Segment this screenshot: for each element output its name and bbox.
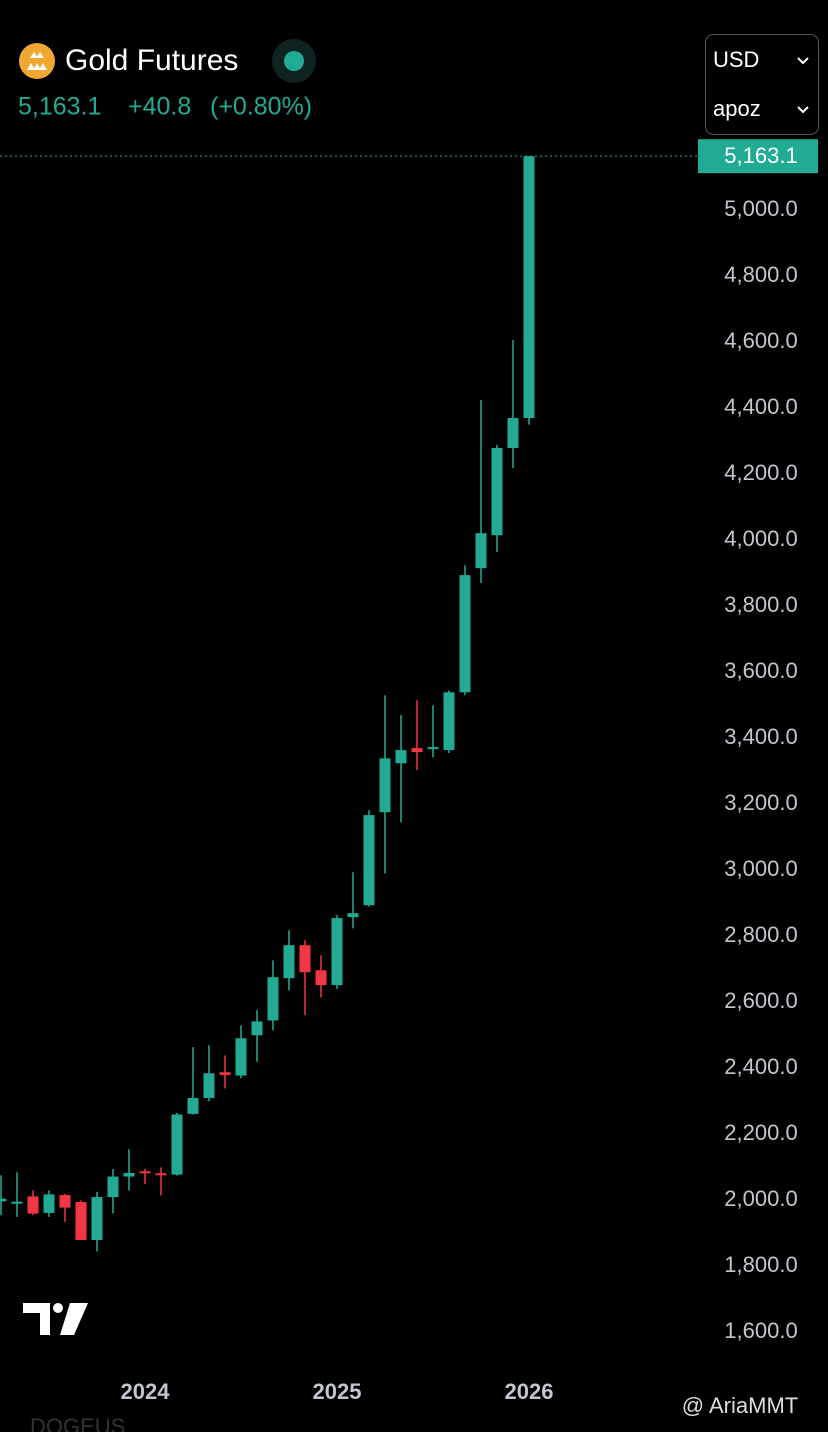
candle-body <box>203 1073 215 1099</box>
footer-text: DOGEUS <box>30 1414 125 1432</box>
y-tick-label: 3,800.0 <box>724 592 797 617</box>
y-tick-label: 1,600.0 <box>724 1318 797 1343</box>
candle-body <box>171 1114 183 1175</box>
candle-body <box>299 945 311 973</box>
y-tick-label: 1,800.0 <box>724 1252 797 1277</box>
candle-body <box>155 1173 167 1176</box>
y-tick-label: 3,600.0 <box>724 658 797 683</box>
y-tick-label: 3,000.0 <box>724 856 797 881</box>
candle-body <box>251 1021 263 1036</box>
candle-body <box>11 1201 23 1204</box>
y-tick-label: 4,600.0 <box>724 328 797 353</box>
y-tick-label: 4,000.0 <box>724 526 797 551</box>
change-pct: (+0.80%) <box>210 93 312 121</box>
candle-body <box>107 1176 119 1198</box>
y-tick-label: 2,400.0 <box>724 1054 797 1079</box>
candle-body <box>267 977 279 1021</box>
chevron <box>797 106 809 114</box>
asset-icon-bars <box>27 52 47 70</box>
tv-logo <box>23 1303 88 1335</box>
y-tick-label: 3,200.0 <box>724 790 797 815</box>
candle-body <box>43 1194 55 1213</box>
candle-body <box>27 1196 39 1214</box>
candle-body <box>219 1072 231 1075</box>
watermark: @ AriaMMT <box>682 1393 798 1418</box>
candle-body <box>491 448 503 536</box>
candle-body <box>235 1038 247 1076</box>
candle-body <box>347 913 359 918</box>
candle-body <box>427 747 439 750</box>
y-tick-label: 4,200.0 <box>724 460 797 485</box>
candle-body <box>59 1195 71 1208</box>
unit-select[interactable]: apoz <box>713 96 761 121</box>
candle-body <box>91 1197 103 1240</box>
candle-body <box>315 970 327 986</box>
candle-body <box>507 417 519 449</box>
y-tick-label: 2,200.0 <box>724 1120 797 1145</box>
selector-box[interactable] <box>705 34 819 135</box>
title: Gold Futures <box>65 44 238 77</box>
candle-body <box>411 748 423 753</box>
chevron <box>797 57 809 65</box>
candle-body <box>123 1172 135 1177</box>
candle-body <box>139 1171 151 1174</box>
candle-body <box>0 1198 7 1202</box>
candle-body <box>395 750 407 764</box>
last-price-label: 5,163.1 <box>724 143 797 168</box>
candle-body <box>459 575 471 693</box>
status-dot <box>284 51 304 71</box>
candle-body <box>331 918 343 986</box>
y-tick-label: 2,000.0 <box>724 1186 797 1211</box>
candle-body <box>283 945 295 979</box>
y-tick-label: 3,400.0 <box>724 724 797 749</box>
y-tick-label: 2,600.0 <box>724 988 797 1013</box>
currency-select[interactable]: USD <box>713 47 759 72</box>
last-price-tag <box>698 139 818 174</box>
candle-body <box>75 1201 87 1240</box>
x-tick-label: 2024 <box>121 1379 171 1404</box>
candle-body <box>523 156 535 418</box>
candle-body <box>443 692 455 751</box>
candle-body <box>379 758 391 813</box>
y-tick-label: 4,400.0 <box>724 394 797 419</box>
x-tick-label: 2026 <box>505 1379 554 1404</box>
price: 5,163.1 <box>18 93 101 121</box>
y-tick-label: 4,800.0 <box>724 262 797 287</box>
candle-body <box>187 1098 199 1114</box>
y-tick-label: 2,800.0 <box>724 922 797 947</box>
candle-body <box>475 533 487 569</box>
candle-body <box>363 815 375 906</box>
y-tick-label: 5,000.0 <box>724 196 797 221</box>
change: +40.8 <box>128 93 191 121</box>
x-tick-label: 2025 <box>313 1379 362 1404</box>
asset-icon <box>19 43 55 79</box>
